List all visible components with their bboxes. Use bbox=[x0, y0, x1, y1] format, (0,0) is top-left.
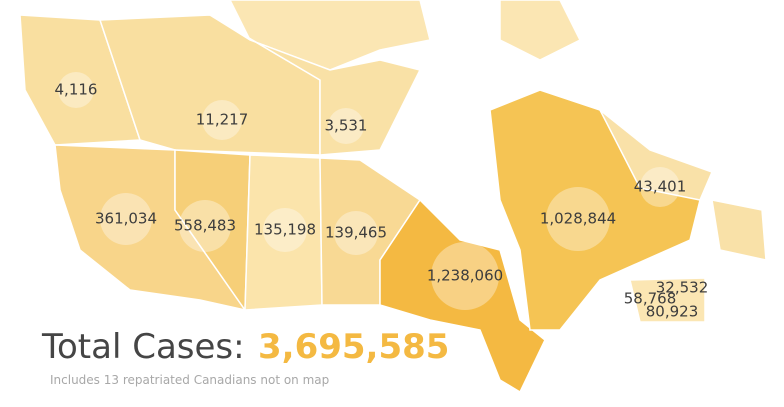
label-circle bbox=[263, 208, 307, 252]
label-circle bbox=[431, 242, 499, 310]
provinces bbox=[19, 0, 767, 394]
region-label: 558,483 bbox=[174, 217, 236, 235]
ontario bbox=[379, 198, 546, 394]
arctic-islands bbox=[499, 0, 582, 61]
newfoundland bbox=[711, 199, 767, 261]
region-label: 43,401 bbox=[634, 178, 687, 196]
label-circle bbox=[100, 193, 152, 245]
region-label: 1,028,844 bbox=[540, 210, 616, 228]
region-label: 11,217 bbox=[196, 111, 249, 129]
label-circle bbox=[546, 187, 610, 251]
region-label: 3,531 bbox=[325, 117, 368, 135]
region-label: 58,768 bbox=[624, 290, 677, 308]
maritimes bbox=[629, 277, 706, 323]
region-label: 80,923 bbox=[646, 303, 699, 321]
labrador bbox=[599, 109, 714, 201]
region-label: 135,198 bbox=[254, 221, 316, 239]
region-labels: 4,116 11,217 3,531 361,034 558,483 135,198 139… bbox=[55, 72, 709, 321]
label-circle bbox=[179, 200, 231, 252]
total-label: Total Cases: bbox=[41, 327, 245, 367]
label-circle bbox=[202, 100, 242, 140]
label-circle bbox=[328, 108, 364, 144]
region-label: 1,238,060 bbox=[427, 267, 503, 285]
yukon bbox=[19, 14, 142, 146]
nunavut bbox=[209, 14, 422, 156]
region-label: 4,116 bbox=[55, 81, 98, 99]
note: Includes 13 repatriated Canadians not on… bbox=[50, 373, 329, 387]
region-label: 32,532 bbox=[656, 279, 709, 297]
label-circle bbox=[334, 211, 378, 255]
region-label: 139,465 bbox=[325, 224, 387, 242]
quebec bbox=[489, 89, 701, 331]
total-value: 3,695,585 bbox=[258, 327, 449, 367]
label-circle bbox=[640, 167, 680, 207]
label-circle bbox=[58, 72, 94, 108]
region-label: 361,034 bbox=[95, 210, 157, 228]
